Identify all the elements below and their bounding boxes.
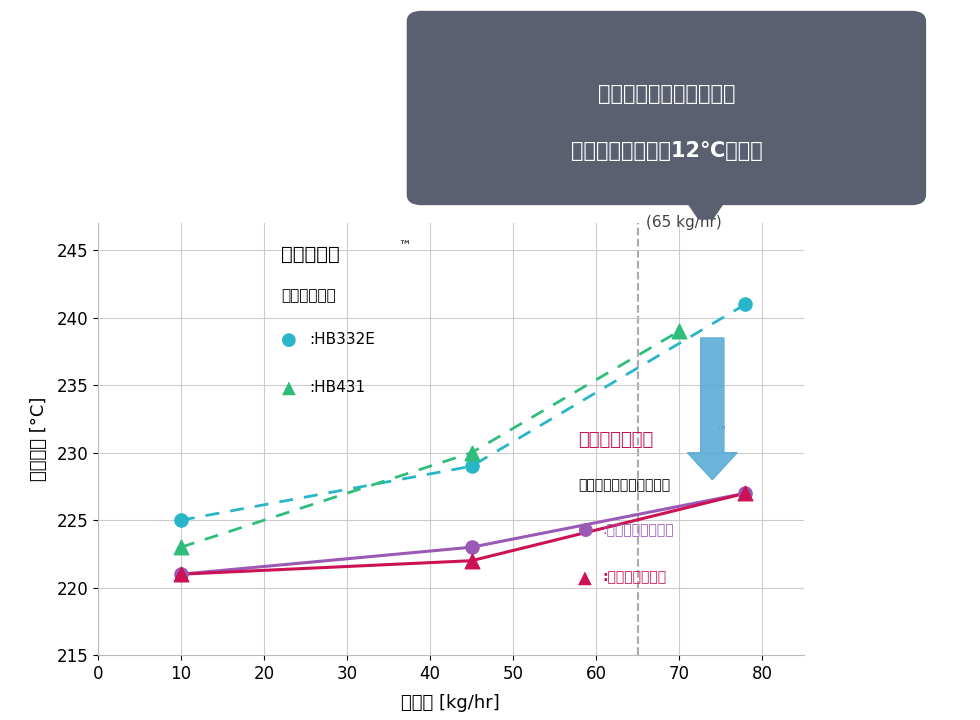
Text: :HB431: :HB431 bbox=[310, 380, 366, 395]
Text: ハイフォテック: ハイフォテック bbox=[578, 431, 653, 449]
Point bbox=[464, 541, 479, 553]
Point bbox=[464, 447, 479, 459]
Y-axis label: 樹脂温度 [°C]: 樹脂温度 [°C] bbox=[30, 397, 48, 482]
Text: ノバテック: ノバテック bbox=[281, 245, 340, 264]
Text: ™: ™ bbox=[715, 426, 726, 436]
FancyArrow shape bbox=[687, 338, 737, 480]
Point bbox=[464, 460, 479, 472]
Point bbox=[464, 555, 479, 567]
Point bbox=[173, 541, 189, 553]
Text: 開発品（高流動タイプ）: 開発品（高流動タイプ） bbox=[578, 478, 670, 492]
Text: ™: ™ bbox=[398, 240, 411, 253]
Point bbox=[738, 298, 754, 310]
Text: 現行グレード: 現行グレード bbox=[281, 288, 336, 303]
Text: (65 kg/hr): (65 kg/hr) bbox=[646, 215, 721, 230]
Text: せん断発熱が抑制され、: せん断発熱が抑制され、 bbox=[598, 84, 735, 104]
Point bbox=[738, 487, 754, 499]
Point bbox=[173, 568, 189, 580]
Text: :剛性重視タイプ: :剛性重視タイプ bbox=[603, 570, 666, 585]
Text: :耐久性重視タイプ: :耐久性重視タイプ bbox=[603, 523, 674, 537]
Text: :HB332E: :HB332E bbox=[310, 333, 375, 347]
X-axis label: 押出量 [kg/hr]: 押出量 [kg/hr] bbox=[402, 694, 500, 712]
Text: 温度上昇抑制（約12℃低下）: 温度上昇抑制（約12℃低下） bbox=[570, 141, 762, 161]
Point bbox=[173, 514, 189, 526]
Text: ●: ● bbox=[578, 521, 594, 539]
Text: ▲: ▲ bbox=[578, 569, 592, 586]
Point bbox=[173, 568, 189, 580]
Text: ▲: ▲ bbox=[281, 379, 295, 397]
Point bbox=[738, 487, 754, 499]
Text: ●: ● bbox=[281, 331, 297, 349]
Point bbox=[671, 325, 687, 337]
